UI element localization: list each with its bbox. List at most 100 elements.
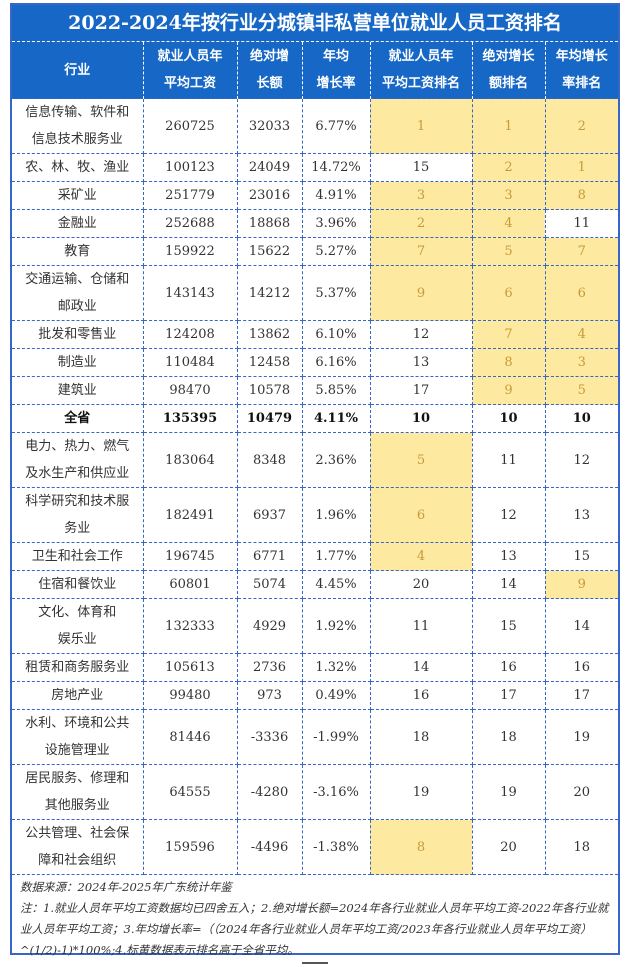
industry-name-line: 其他服务业 (44, 798, 110, 813)
industry-name-line: 设施管理业 (44, 743, 110, 758)
growth-rate-rank-cell: 16 (544, 653, 618, 682)
abs-growth-rank-cell: 14 (471, 570, 546, 599)
industry-cell: 卫生和社会工作 (12, 542, 144, 571)
industry-name-line: 教育 (64, 244, 91, 259)
abs-growth-cell: 15622 (236, 237, 303, 266)
table-row: 科学研究和技术服 务业 182491 6937 1.96% 6 12 13 (12, 487, 618, 543)
abs-growth-cell: 10479 (236, 404, 303, 433)
wage-cell: 100123 (142, 153, 238, 182)
wage-cell: 81446 (142, 709, 238, 765)
notes: 数据来源：2024年-2025年广东统计年鉴 注：1.就业人员年平均工资数据均已… (20, 877, 616, 961)
growth-rate-cell: -3.16% (301, 764, 371, 820)
growth-rate-rank-cell: 1 (544, 153, 618, 182)
table-row: 租赁和商务服务业 105613 2736 1.32% 14 16 16 (12, 653, 618, 682)
wage-cell: 135395 (142, 404, 238, 433)
growth-rate-rank-cell: 14 (544, 598, 618, 654)
industry-name-line: 建筑业 (57, 383, 97, 398)
wage-rank-cell: 12 (369, 320, 473, 349)
column-header: 年均 增长率 (301, 42, 370, 99)
industry-cell: 全省 (12, 404, 144, 433)
growth-rate-cell: 4.11% (301, 404, 371, 433)
industry-name-line: 农、林、牧、渔业 (25, 160, 130, 175)
industry-cell: 农、林、牧、渔业 (12, 153, 144, 182)
table-row: 批发和零售业 124208 13862 6.10% 12 7 4 (12, 320, 618, 349)
growth-rate-cell: 4.45% (301, 570, 371, 599)
industry-cell: 信息传输、软件和 信息技术服务业 (12, 98, 144, 154)
wage-cell: 60801 (142, 570, 238, 599)
wage-rank-cell: 3 (369, 181, 473, 210)
abs-growth-cell: 24049 (236, 153, 303, 182)
industry-name-line: 文化、体育和 (38, 605, 117, 620)
growth-rate-rank-cell: 18 (544, 819, 618, 875)
wage-cell: 182491 (142, 487, 238, 543)
abs-growth-rank-cell: 3 (471, 181, 546, 210)
industry-name-line: 信息技术服务业 (31, 132, 123, 147)
table-row: 建筑业 98470 10578 5.85% 17 9 5 (12, 376, 618, 405)
abs-growth-rank-cell: 6 (471, 265, 546, 321)
wage-cell: 124208 (142, 320, 238, 349)
abs-growth-cell: 8348 (236, 432, 303, 488)
wage-cell: 110484 (142, 348, 238, 377)
wage-cell: 98470 (142, 376, 238, 405)
wage-rank-cell: 10 (369, 404, 473, 433)
industry-cell: 金融业 (12, 209, 144, 238)
industry-name-line: 卫生和社会工作 (31, 549, 123, 564)
abs-growth-cell: 23016 (236, 181, 303, 210)
growth-rate-rank-cell: 20 (544, 764, 618, 820)
abs-growth-rank-cell: 13 (471, 542, 546, 571)
table-row: 信息传输、软件和 信息技术服务业 260725 32033 6.77% 1 1 2 (12, 98, 618, 154)
industry-name-line: 全省 (64, 411, 91, 426)
abs-growth-rank-cell: 5 (471, 237, 546, 266)
growth-rate-cell: 4.91% (301, 181, 371, 210)
wage-cell: 252688 (142, 209, 238, 238)
abs-growth-cell: 6937 (236, 487, 303, 543)
growth-rate-cell: 6.10% (301, 320, 371, 349)
column-header-line: 长额 (256, 76, 283, 91)
table-row: 金融业 252688 18868 3.96% 2 4 11 (12, 209, 618, 238)
abs-growth-rank-cell: 19 (471, 764, 546, 820)
total-row: 全省 135395 10479 4.11% 10 10 10 (12, 404, 618, 433)
growth-rate-rank-cell: 2 (544, 98, 618, 154)
abs-growth-cell: 6771 (236, 542, 303, 571)
industry-cell: 租赁和商务服务业 (12, 653, 144, 682)
industry-cell: 居民服务、修理和 其他服务业 (12, 764, 144, 820)
column-header-line: 绝对增 (249, 49, 289, 64)
table-row: 电力、热力、燃气 及水生产和供应业 183064 8348 2.36% 5 11 12 (12, 432, 618, 488)
growth-rate-cell: 1.96% (301, 487, 371, 543)
industry-cell: 文化、体育和 娱乐业 (12, 598, 144, 654)
table-title: 2022-2024年按行业分城镇非私营单位就业人员工资排名 (12, 5, 618, 42)
table-row: 采矿业 251779 23016 4.91% 3 3 8 (12, 181, 618, 210)
industry-name-line: 居民服务、修理和 (25, 771, 130, 786)
industry-cell: 公共管理、社会保 障和社会组织 (12, 819, 144, 875)
industry-name-line: 金融业 (57, 216, 97, 231)
abs-growth-rank-cell: 2 (471, 153, 546, 182)
growth-rate-rank-cell: 5 (544, 376, 618, 405)
column-header: 行业 (12, 42, 143, 99)
column-header-line: 增长率 (316, 76, 356, 91)
abs-growth-cell: 10578 (236, 376, 303, 405)
column-header-line: 平均工资 (163, 76, 216, 91)
industry-cell: 住宿和餐饮业 (12, 570, 144, 599)
wage-rank-cell: 13 (369, 348, 473, 377)
industry-name-line: 科学研究和技术服 (25, 494, 130, 509)
column-header-line: 率排名 (562, 76, 602, 91)
growth-rate-rank-cell: 10 (544, 404, 618, 433)
table-row: 教育 159922 15622 5.27% 7 5 7 (12, 237, 618, 266)
wage-rank-cell: 4 (369, 542, 473, 571)
industry-name-line: 信息传输、软件和 (25, 105, 130, 120)
abs-growth-rank-cell: 20 (471, 819, 546, 875)
abs-growth-rank-cell: 9 (471, 376, 546, 405)
table-row: 公共管理、社会保 障和社会组织 159596 -4496 -1.38% 8 20 18 (12, 819, 618, 875)
industry-name-line: 务业 (64, 521, 91, 536)
column-header-line: 年均 (322, 49, 349, 64)
wage-rank-cell: 16 (369, 681, 473, 710)
abs-growth-cell: -4496 (236, 819, 303, 875)
wage-cell: 159922 (142, 237, 238, 266)
table-row: 水利、环境和公共 设施管理业 81446 -3336 -1.99% 18 18 19 (12, 709, 618, 765)
wage-cell: 260725 (142, 98, 238, 154)
industry-name-line: 邮政业 (57, 299, 97, 314)
abs-growth-rank-cell: 10 (471, 404, 546, 433)
industry-cell: 批发和零售业 (12, 320, 144, 349)
growth-rate-rank-cell: 4 (544, 320, 618, 349)
growth-rate-rank-cell: 8 (544, 181, 618, 210)
